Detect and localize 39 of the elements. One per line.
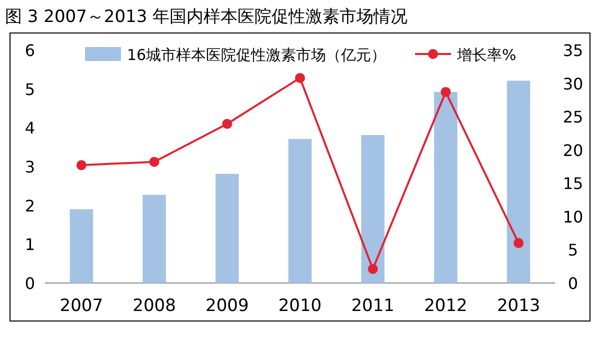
point — [295, 72, 305, 83]
chart-title: 图 3 2007～2013 年国内样本医院促性激素市场情况 — [5, 7, 408, 27]
bar — [506, 80, 530, 283]
y2-tick-label: 25 — [562, 108, 584, 127]
y-tick-label: 2 — [24, 196, 35, 216]
bar — [434, 92, 458, 283]
legend-label: 增长率% — [456, 46, 516, 64]
y-tick-label: 3 — [24, 158, 35, 176]
x-tick-label: 2011 — [351, 296, 394, 316]
point — [76, 160, 86, 170]
point — [368, 264, 378, 274]
x-tick-label: 2008 — [132, 296, 176, 316]
y-tick-label: 6 — [24, 41, 35, 60]
point — [149, 156, 160, 167]
bar — [215, 174, 239, 283]
point — [440, 86, 451, 97]
y2-tick-label: 20 — [562, 140, 584, 160]
x-tick-label: 2013 — [496, 296, 540, 316]
y2-tick-label: 30 — [562, 74, 584, 94]
legend-label: 16城市样本医院促性激素市场（亿元） — [127, 46, 386, 64]
y2-tick-label: 0 — [568, 274, 578, 293]
y2-tick-label: 35 — [562, 41, 584, 60]
y-tick-label: 0 — [24, 274, 35, 293]
point — [514, 238, 524, 248]
bar — [288, 138, 312, 283]
x-tick-label: 2009 — [206, 296, 249, 316]
y-tick-label: 4 — [24, 118, 35, 138]
x-tick-label: 2007 — [60, 296, 104, 316]
x-tick-label: 2012 — [424, 296, 468, 316]
y2-tick-label: 5 — [568, 240, 578, 260]
point — [222, 118, 232, 129]
x-tick-label: 2010 — [278, 296, 322, 316]
bar — [70, 209, 94, 283]
y2-tick-label: 10 — [562, 207, 584, 226]
bar — [142, 194, 166, 283]
y2-tick-label: 15 — [562, 174, 584, 194]
y-tick-label: 1 — [24, 235, 35, 254]
bar — [361, 135, 385, 283]
y-tick-label: 5 — [24, 80, 35, 99]
